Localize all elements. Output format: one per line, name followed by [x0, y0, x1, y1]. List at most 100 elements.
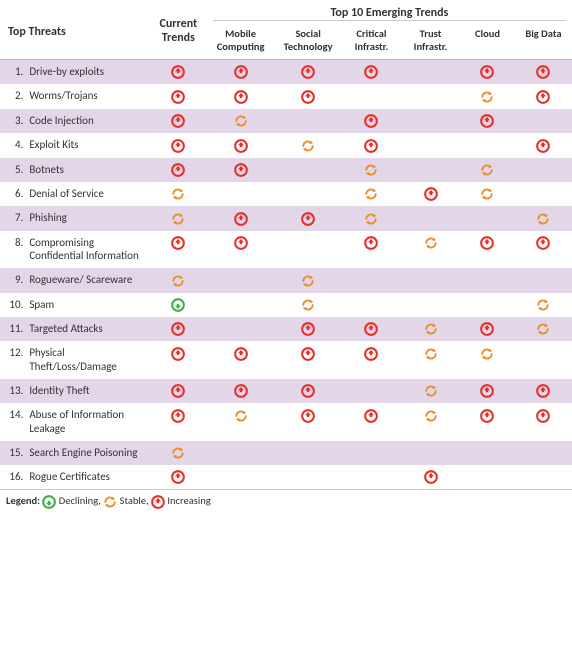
increasing-icon	[301, 322, 315, 336]
table-row: 4.Exploit Kits	[0, 133, 572, 157]
table-row: 2.Worms/Trojans	[0, 84, 572, 108]
increasing-icon	[480, 409, 494, 423]
increasing-icon	[171, 139, 185, 153]
stable-icon	[424, 409, 438, 423]
increasing-icon	[234, 347, 248, 361]
increasing-icon	[234, 384, 248, 398]
current-trend-cell	[150, 341, 207, 379]
emerging-trend-cell	[460, 293, 515, 317]
increasing-icon	[536, 139, 550, 153]
emerging-trend-cell	[342, 206, 401, 230]
increasing-icon	[364, 236, 378, 250]
emerging-trend-cell	[515, 84, 572, 108]
stable-icon	[424, 384, 438, 398]
emerging-trend-cell	[515, 158, 572, 182]
current-trend-cell	[150, 268, 207, 292]
legend-row: Legend: Declining, Stable, Increasing	[0, 490, 572, 513]
emerging-trend-cell	[515, 109, 572, 133]
emerging-trend-cell	[515, 206, 572, 230]
emerging-trend-cell	[342, 268, 401, 292]
emerging-trend-cell	[460, 206, 515, 230]
emerging-trend-cell	[515, 379, 572, 403]
current-trend-cell	[150, 84, 207, 108]
table-row: 13.Identity Theft	[0, 379, 572, 403]
emerging-trend-cell	[460, 341, 515, 379]
emerging-trend-cell	[207, 341, 275, 379]
increasing-icon	[480, 384, 494, 398]
emerging-trend-cell	[207, 60, 275, 85]
emerging-trend-cell	[401, 109, 460, 133]
col-trust: Trust Infrastr.	[401, 25, 460, 59]
stable-icon	[364, 163, 378, 177]
stable-icon	[171, 212, 185, 226]
emerging-trend-cell	[460, 268, 515, 292]
emerging-trend-cell	[460, 379, 515, 403]
emerging-trend-cell	[515, 268, 572, 292]
emerging-trend-cell	[401, 441, 460, 465]
emerging-trend-cell	[401, 60, 460, 85]
stable-icon	[480, 90, 494, 104]
emerging-trend-cell	[460, 182, 515, 206]
row-number: 8.	[0, 231, 25, 269]
emerging-trend-cell	[342, 403, 401, 441]
row-number: 2.	[0, 84, 25, 108]
table-row: 9.Rogueware/ Scareware	[0, 268, 572, 292]
current-trend-cell	[150, 158, 207, 182]
increasing-icon	[536, 236, 550, 250]
threat-label: Search Engine Poisoning	[25, 441, 150, 465]
threat-trend-table: Top Threats Current Trends Top 10 Emergi…	[0, 0, 572, 513]
threat-label: Rogueware/ Scareware	[25, 268, 150, 292]
col-top-threats: Top Threats	[0, 0, 150, 59]
emerging-trend-cell	[401, 182, 460, 206]
increasing-icon	[234, 139, 248, 153]
emerging-trend-cell	[342, 84, 401, 108]
emerging-trend-cell	[342, 379, 401, 403]
stable-icon	[536, 212, 550, 226]
increasing-icon	[301, 65, 315, 79]
threat-label: Exploit Kits	[25, 133, 150, 157]
emerging-trend-cell	[207, 109, 275, 133]
threat-label: Drive-by exploits	[25, 60, 150, 85]
current-trend-cell	[150, 206, 207, 230]
emerging-trend-cell	[207, 133, 275, 157]
emerging-trend-cell	[460, 84, 515, 108]
threat-label: Physical Theft/Loss/Damage	[25, 341, 150, 379]
stable-icon	[480, 187, 494, 201]
increasing-icon	[364, 114, 378, 128]
emerging-trend-cell	[207, 206, 275, 230]
row-number: 10.	[0, 293, 25, 317]
declining-icon	[171, 298, 185, 312]
emerging-trend-cell	[342, 293, 401, 317]
increasing-icon	[234, 212, 248, 226]
emerging-trend-cell	[460, 133, 515, 157]
emerging-trend-cell	[401, 268, 460, 292]
threat-label: Botnets	[25, 158, 150, 182]
table-row: 3.Code Injection	[0, 109, 572, 133]
increasing-icon	[151, 495, 165, 509]
emerging-trend-cell	[401, 231, 460, 269]
emerging-trend-cell	[274, 109, 342, 133]
emerging-trend-cell	[515, 60, 572, 85]
emerging-trend-cell	[460, 403, 515, 441]
increasing-icon	[171, 409, 185, 423]
emerging-trend-cell	[274, 182, 342, 206]
increasing-icon	[536, 409, 550, 423]
stable-icon	[364, 187, 378, 201]
emerging-trend-cell	[342, 133, 401, 157]
increasing-icon	[480, 236, 494, 250]
stable-icon	[103, 495, 117, 509]
emerging-trend-cell	[274, 293, 342, 317]
stable-icon	[301, 139, 315, 153]
emerging-trend-cell	[401, 403, 460, 441]
emerging-trend-cell	[342, 158, 401, 182]
increasing-icon	[234, 65, 248, 79]
increasing-icon	[301, 212, 315, 226]
emerging-trend-cell	[274, 206, 342, 230]
threat-label: Compromising Confidential Information	[25, 231, 150, 269]
increasing-icon	[364, 409, 378, 423]
emerging-trend-cell	[274, 60, 342, 85]
stable-icon	[536, 322, 550, 336]
increasing-icon	[171, 163, 185, 177]
col-group-emerging: Top 10 Emerging Trends	[207, 0, 572, 25]
emerging-trend-cell	[460, 465, 515, 490]
